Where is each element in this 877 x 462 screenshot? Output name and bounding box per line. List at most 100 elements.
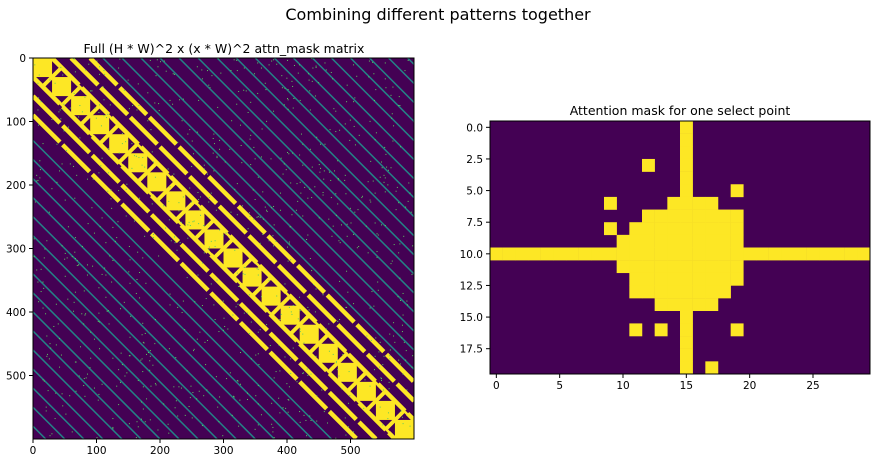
speckle [43, 287, 45, 289]
block-diamond [175, 200, 215, 240]
speckle [203, 168, 205, 170]
speckle [114, 240, 116, 242]
mask-cell [667, 272, 681, 286]
mask-cell [667, 298, 681, 312]
periodic-line [311, 58, 414, 161]
speckle [85, 69, 87, 71]
speckle [188, 405, 190, 407]
mask-cell [680, 158, 693, 172]
speckle [61, 393, 63, 395]
speckle [335, 193, 337, 195]
speckle [40, 291, 42, 293]
speckle [318, 82, 320, 84]
speckle [151, 203, 153, 205]
speckle [283, 163, 285, 165]
right-x-tick-label: 5 [556, 380, 563, 392]
speckle [299, 411, 301, 413]
speckle [57, 323, 59, 325]
speckle [255, 395, 257, 397]
right-heatmap-area [490, 121, 870, 374]
speckle [346, 306, 348, 308]
block-diamond [117, 142, 158, 183]
speckle [344, 174, 346, 176]
mask-cell [718, 260, 731, 274]
speckle [73, 58, 75, 60]
speckle [265, 89, 267, 91]
speckle [299, 64, 301, 66]
speckle [309, 258, 311, 260]
speckle [37, 179, 39, 181]
speckle [281, 87, 283, 89]
periodic-line [33, 273, 199, 439]
left-y-tick-label: 100 [6, 117, 26, 129]
speckle [112, 428, 114, 430]
speckle [356, 75, 358, 77]
speckle [128, 355, 130, 357]
speckle [141, 334, 143, 336]
speckle [400, 410, 402, 412]
speckle [81, 245, 83, 247]
speckle [200, 196, 202, 198]
mask-cell [654, 323, 668, 337]
mask-cell [642, 272, 655, 286]
speckle [288, 153, 290, 155]
speckle [112, 259, 114, 261]
speckle [154, 343, 156, 345]
mask-cell [629, 234, 643, 248]
speckle [287, 108, 289, 110]
speckle [192, 392, 194, 394]
right-plot-frame [489, 120, 871, 375]
speckle [191, 140, 193, 142]
speckle [206, 339, 209, 341]
speckle [299, 328, 301, 330]
speckle [37, 82, 39, 84]
speckle [369, 307, 371, 309]
speckle [323, 411, 325, 413]
speckle [78, 264, 80, 266]
right-axes: 0 5 10 15 20 25 0.0 2.5 5.0 7.5 10.0 12.5 15.0 17.5 [460, 122, 820, 392]
speckle [101, 157, 103, 159]
speckle [165, 227, 167, 229]
block-diamond [41, 66, 82, 107]
mask-cell [705, 247, 719, 261]
speckle [397, 296, 399, 298]
speckle [79, 104, 81, 107]
speckle [402, 373, 404, 375]
speckle [149, 360, 151, 362]
right-x-tick-label: 10 [616, 380, 629, 392]
speckle [250, 321, 252, 323]
speckle [302, 372, 304, 374]
speckle [121, 364, 123, 366]
speckle [203, 225, 205, 227]
speckle [224, 161, 226, 163]
speckle [273, 205, 275, 207]
speckle [270, 158, 272, 160]
speckle [73, 165, 75, 167]
speckle [33, 256, 35, 258]
speckle [76, 259, 78, 261]
speckle [218, 421, 220, 423]
speckle [384, 177, 386, 179]
speckle [208, 246, 210, 248]
speckle [107, 113, 109, 115]
speckle [323, 178, 325, 180]
right-x-tick-label: 20 [743, 380, 756, 392]
speckle [74, 251, 76, 253]
speckle [132, 104, 134, 107]
speckle [163, 60, 165, 62]
speckle [278, 397, 280, 399]
speckle [308, 79, 310, 81]
speckle [379, 406, 381, 408]
speckle [142, 341, 144, 343]
speckle [180, 221, 182, 223]
left-x-tick-label: 300 [213, 445, 233, 457]
speckle [147, 352, 149, 354]
speckle [55, 344, 57, 346]
speckle [154, 176, 156, 178]
speckle [353, 64, 355, 66]
speckle [67, 298, 69, 300]
speckle [337, 160, 339, 162]
speckle [302, 372, 304, 374]
speckle [67, 126, 69, 128]
band-line [33, 113, 359, 439]
